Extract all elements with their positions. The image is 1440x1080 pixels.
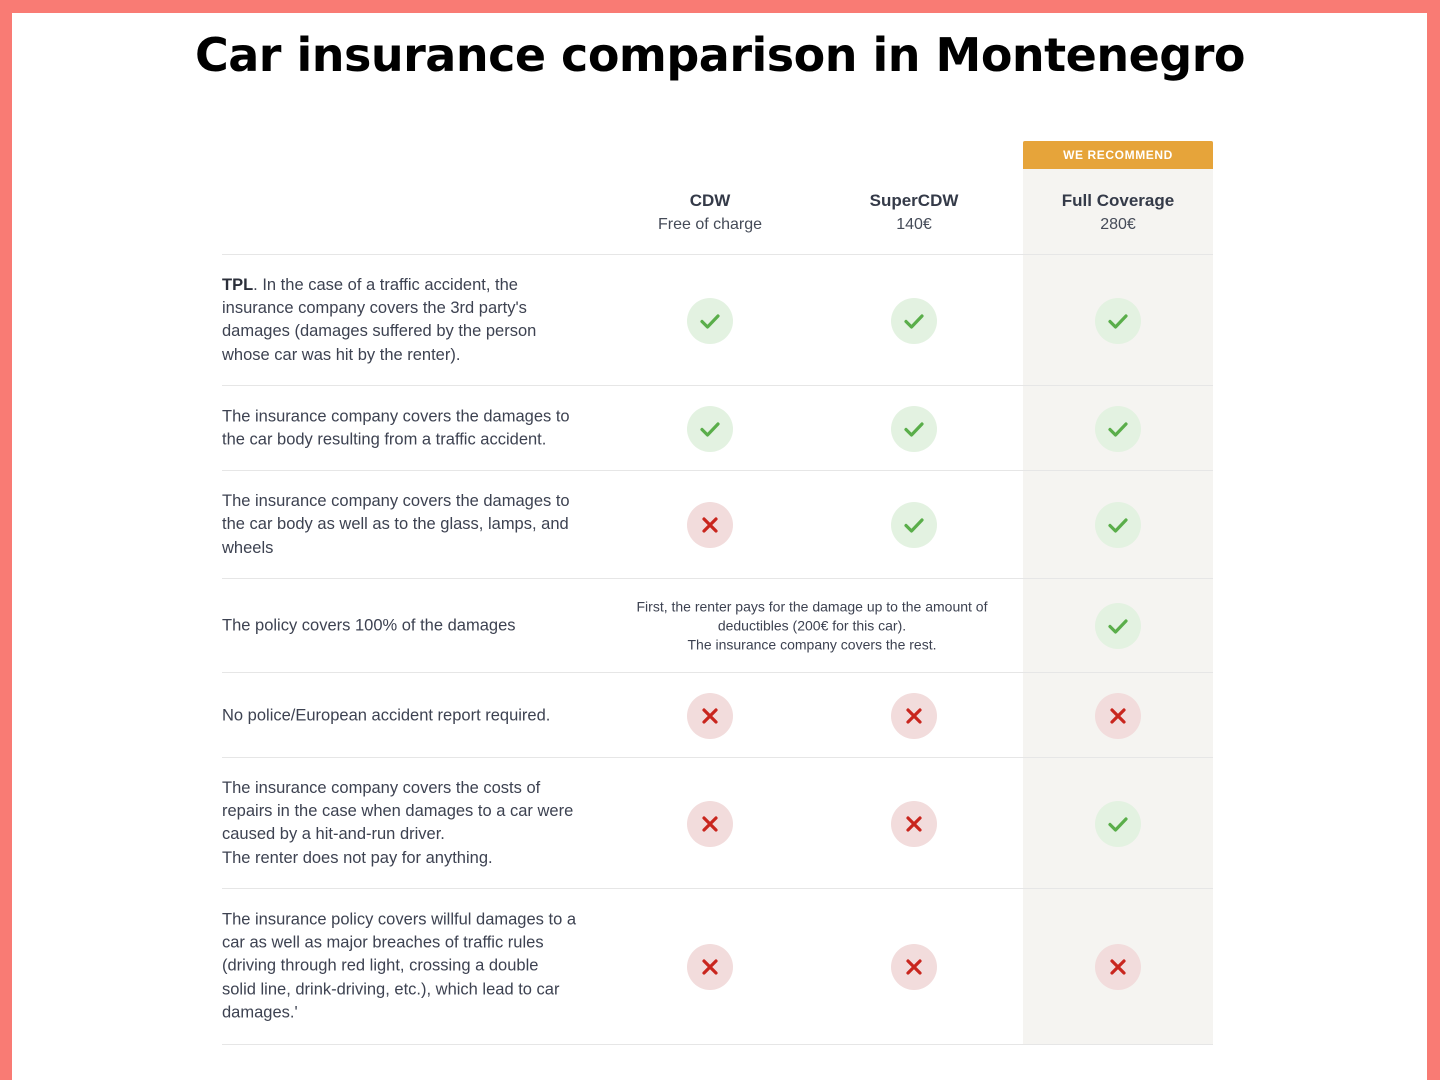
cross-icon xyxy=(687,943,733,990)
check-icon xyxy=(687,405,733,452)
cross-icon xyxy=(687,692,733,739)
plan-price: 280€ xyxy=(1100,216,1136,233)
plan-name: Full Coverage xyxy=(1061,191,1175,210)
coverage-row-glass-lamps-wheels: The insurance company covers the damages… xyxy=(222,470,1213,579)
cross-icon xyxy=(891,943,937,990)
coverage-row-car-body: The insurance company covers the damages… xyxy=(222,385,1213,471)
plan-header-full-coverage: Full Coverage 280€ xyxy=(1018,189,1218,237)
plan-name: CDW xyxy=(689,191,731,210)
cross-icon xyxy=(891,692,937,739)
page-title: Car insurance comparison in Montenegro xyxy=(194,28,1246,82)
check-icon xyxy=(687,297,733,344)
check-icon xyxy=(891,405,937,452)
cross-icon xyxy=(1095,692,1141,739)
coverage-row-full-damages: The policy covers 100% of the damages Fi… xyxy=(222,578,1213,673)
coverage-row-hit-and-run: The insurance company covers the costs o… xyxy=(222,757,1213,889)
recommended-column xyxy=(1023,141,1213,1045)
plan-price: Free of charge xyxy=(657,216,763,233)
coverage-row-no-police-report: No police/European accident report requi… xyxy=(222,672,1213,758)
coverage-description: The policy covers 100% of the damages xyxy=(222,616,516,635)
check-icon xyxy=(891,502,937,548)
cross-icon xyxy=(687,502,733,548)
coverage-description: TPL. In the case of a traffic accident, … xyxy=(222,274,602,368)
check-icon xyxy=(1095,800,1141,847)
coverage-lead: TPL xyxy=(222,275,254,294)
comparison-table: WE RECOMMEND CDW Free of charge SuperCDW… xyxy=(222,141,1213,1045)
check-icon xyxy=(1095,603,1141,649)
coverage-description: No police/European accident report requi… xyxy=(222,705,551,724)
cross-icon xyxy=(1095,943,1141,990)
coverage-row-tpl: TPL. In the case of a traffic accident, … xyxy=(222,254,1213,386)
coverage-description: The insurance company covers the damages… xyxy=(222,491,570,557)
recommend-badge: WE RECOMMEND xyxy=(1023,141,1213,169)
plan-name: SuperCDW xyxy=(869,191,959,210)
cross-icon xyxy=(891,800,937,847)
check-icon xyxy=(1095,405,1141,452)
check-icon xyxy=(1095,502,1141,548)
deductible-note: First, the renter pays for the damage up… xyxy=(636,598,988,653)
plan-header-cdw: CDW Free of charge xyxy=(610,189,810,237)
check-icon xyxy=(1095,297,1141,344)
coverage-text: . In the case of a traffic accident, the… xyxy=(222,275,537,364)
plan-price: 140€ xyxy=(896,216,932,233)
check-icon xyxy=(891,297,937,344)
coverage-description: The insurance company covers the costs o… xyxy=(222,778,574,867)
coverage-description: The insurance policy covers willful dama… xyxy=(222,909,577,1022)
plan-header-supercdw: SuperCDW 140€ xyxy=(814,189,1014,237)
coverage-row-willful-damages: The insurance policy covers willful dama… xyxy=(222,888,1213,1045)
coverage-description: The insurance company covers the damages… xyxy=(222,407,570,449)
cross-icon xyxy=(687,800,733,847)
